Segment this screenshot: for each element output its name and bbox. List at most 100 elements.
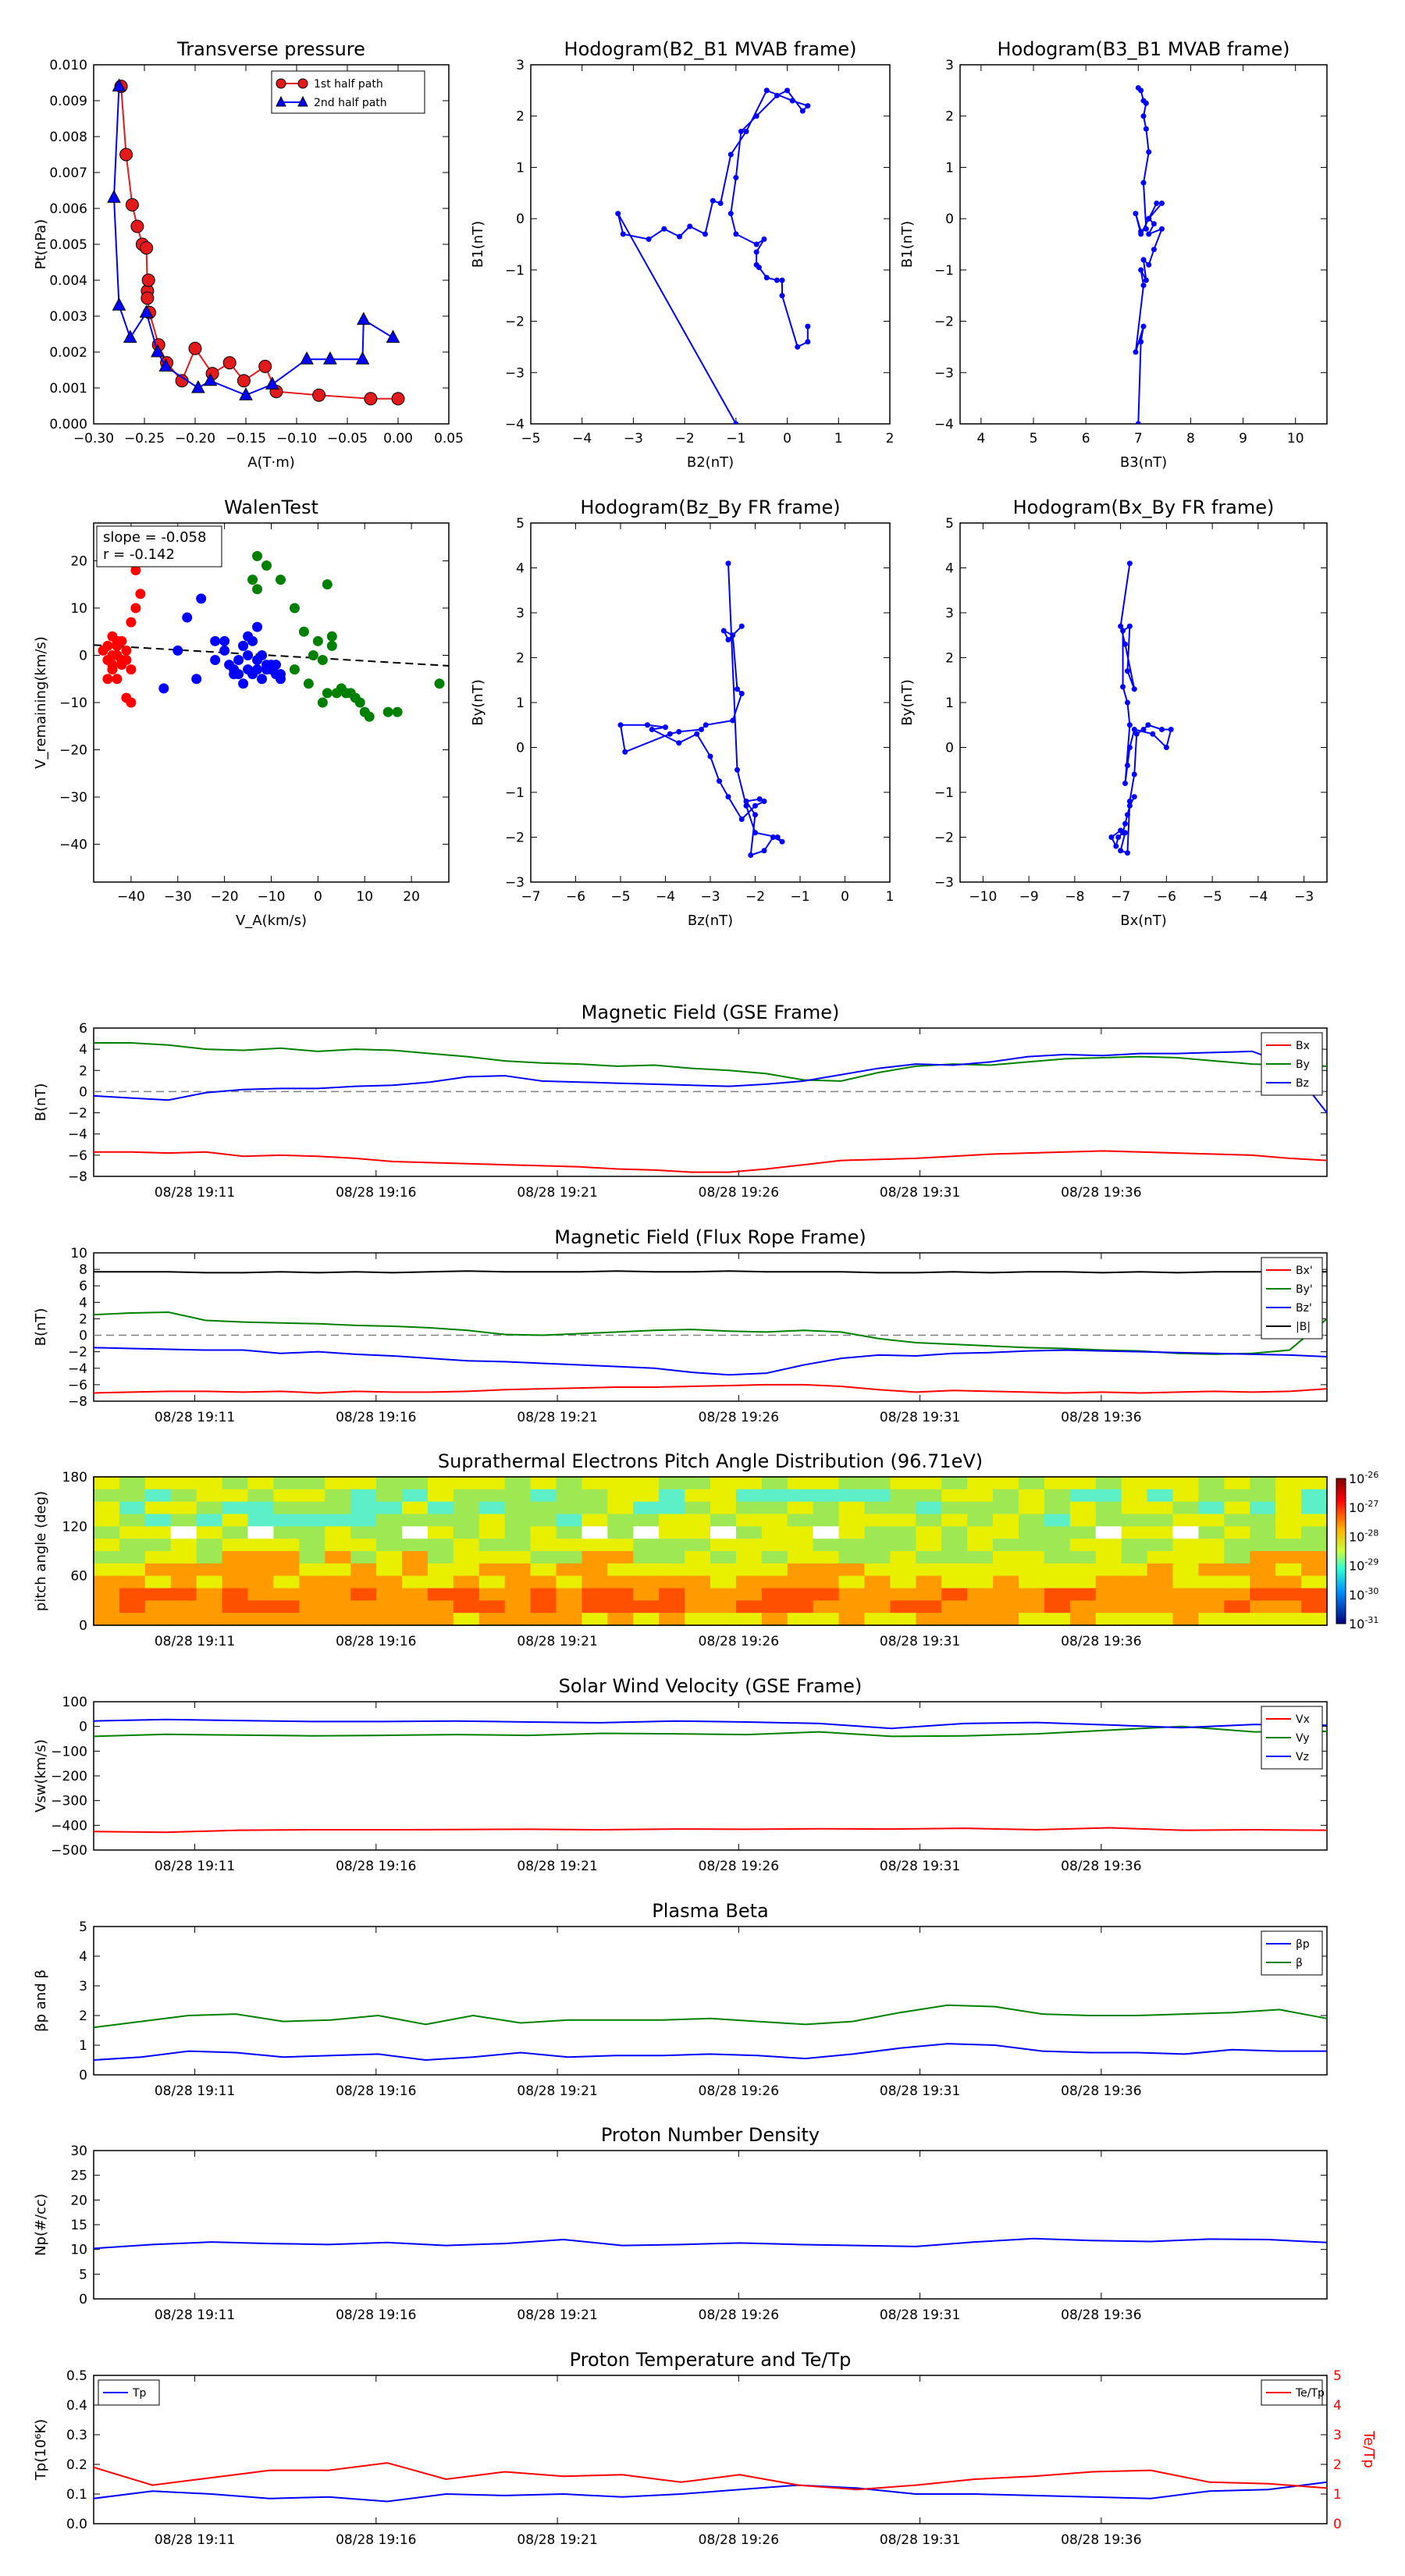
pad-heatmap-cell xyxy=(247,1489,275,1503)
pad-heatmap-cell xyxy=(710,1477,737,1490)
pad-heatmap-cell xyxy=(993,1613,1019,1626)
walen-point xyxy=(326,640,337,651)
h4-xtick-label: −8 xyxy=(1065,889,1084,905)
pad-heatmap-cell xyxy=(607,1514,634,1527)
h1-point xyxy=(677,233,683,240)
beta-legend-label: β xyxy=(1296,1957,1303,1969)
walen-point xyxy=(126,697,137,708)
pt-point xyxy=(312,388,326,402)
pad-heatmap-cell xyxy=(1250,1551,1276,1564)
pad-colorbar-exponent: -27 xyxy=(1364,1499,1378,1509)
pad-heatmap-cell xyxy=(1019,1501,1045,1515)
h1-point xyxy=(805,323,811,329)
pt-title: Transverse pressure xyxy=(176,38,365,60)
pad-heatmap-cell xyxy=(1019,1539,1045,1552)
pad-heatmap-cell xyxy=(1172,1489,1200,1503)
pad-heatmap-cell xyxy=(890,1563,916,1577)
pad-heatmap-cell xyxy=(1275,1539,1302,1552)
walen-point xyxy=(135,589,146,600)
pad-heatmap-cell xyxy=(1044,1600,1071,1614)
pt-xtick-label: 0.00 xyxy=(383,431,413,447)
pad-heatmap-cell xyxy=(273,1501,300,1515)
pad-heatmap-cell xyxy=(504,1526,532,1539)
h4-point xyxy=(1120,684,1126,690)
pt-point xyxy=(141,273,155,287)
pad-heatmap-cell xyxy=(838,1526,866,1539)
h2-point xyxy=(1135,85,1141,91)
h4-point xyxy=(1113,843,1119,849)
pad-heatmap-cell xyxy=(94,1501,120,1515)
walen-point xyxy=(112,649,123,660)
pad-heatmap-cell xyxy=(813,1563,840,1577)
beta-ytick-label: 4 xyxy=(79,1949,87,1965)
pad-heatmap-cell xyxy=(504,1489,532,1503)
beta-ytick-label: 0 xyxy=(79,2068,87,2083)
h3-point xyxy=(725,560,731,567)
h3-ytick-label: 4 xyxy=(516,561,525,577)
bfr-legend-box xyxy=(1261,1257,1323,1340)
h4-ylabel: By(nT) xyxy=(899,679,916,725)
pad-heatmap-cell xyxy=(710,1563,737,1577)
pt-point xyxy=(355,351,370,365)
pad-heatmap-cell xyxy=(478,1600,506,1614)
pad-heatmap-cell xyxy=(1069,1477,1097,1490)
pad-heatmap-cell xyxy=(1224,1575,1250,1589)
pad-heatmap-cell xyxy=(222,1526,249,1539)
pt-point xyxy=(130,219,144,233)
pad-heatmap-cell xyxy=(350,1588,377,1601)
pad-heatmap-cell xyxy=(325,1501,351,1515)
vsw-ylabel: Vsw(km/s) xyxy=(33,1739,49,1813)
h4-point xyxy=(1150,731,1156,737)
pad-heatmap-cell xyxy=(144,1563,172,1577)
bgse-xtick-label: 08/28 19:21 xyxy=(517,1185,597,1201)
pt-point xyxy=(139,304,154,318)
pad-heatmap-cell xyxy=(530,1613,557,1626)
pad-colorbar-bar xyxy=(1336,1478,1346,1624)
pt-point xyxy=(356,311,371,326)
h1-point xyxy=(733,421,739,424)
pad-heatmap-cell xyxy=(813,1588,840,1601)
pad-heatmap-cell xyxy=(94,1613,120,1626)
pad-heatmap-cell xyxy=(478,1539,506,1552)
h1-chart: Hodogram(B2_B1 MVAB frame)−5 −4 −3 −2 −1 0 1 2−… xyxy=(470,38,894,471)
pt-legend-label: 2nd half path xyxy=(314,97,387,109)
pad-heatmap-cell xyxy=(607,1526,634,1539)
beta-xtick-label: 08/28 19:21 xyxy=(517,2083,597,2099)
pad-heatmap-cell xyxy=(582,1551,608,1564)
pad-heatmap-cell xyxy=(556,1526,583,1539)
np-ytick-label: 5 xyxy=(79,2267,87,2282)
pad-heatmap-cell xyxy=(967,1563,994,1577)
pad-heatmap-cell xyxy=(941,1489,968,1503)
pad-heatmap-cell xyxy=(710,1613,737,1626)
pad-heatmap-cell xyxy=(247,1526,275,1539)
pad-heatmap-cell xyxy=(453,1526,480,1539)
h3-point xyxy=(743,799,749,804)
pad-heatmap-cell xyxy=(1147,1613,1174,1626)
pad-heatmap-cell xyxy=(787,1588,814,1601)
pad-heatmap-cell xyxy=(453,1514,480,1527)
pad-heatmap-cell xyxy=(247,1600,275,1614)
pad-heatmap-cell xyxy=(1301,1477,1328,1490)
walen-title: WalenTest xyxy=(224,496,318,518)
h2-point xyxy=(1143,226,1149,232)
pad-heatmap-cell xyxy=(1224,1539,1250,1552)
h3-point xyxy=(645,722,650,728)
pt-ytick-label: 0.007 xyxy=(49,165,87,181)
pad-heatmap-cell xyxy=(1301,1539,1328,1552)
pad-heatmap-cell xyxy=(838,1477,866,1490)
vsw-ytick-label: 0 xyxy=(79,1720,87,1735)
pad-heatmap-cell xyxy=(1069,1489,1097,1503)
bgse-legend-label: Bx xyxy=(1296,1040,1310,1052)
h1-point xyxy=(710,197,716,204)
pad-heatmap-cell xyxy=(607,1539,634,1552)
h2-point xyxy=(1138,267,1144,273)
h2-frame xyxy=(959,64,1328,425)
h1-xtick-label: −1 xyxy=(726,431,745,447)
pad-heatmap-cell xyxy=(1275,1514,1302,1527)
h4-ytick-label: 2 xyxy=(945,651,954,667)
pt-ytick-label: 0.001 xyxy=(49,381,87,397)
pad-heatmap-cell xyxy=(350,1613,377,1626)
pad-heatmap-cell xyxy=(890,1588,916,1601)
pad-heatmap-cell xyxy=(582,1539,608,1552)
